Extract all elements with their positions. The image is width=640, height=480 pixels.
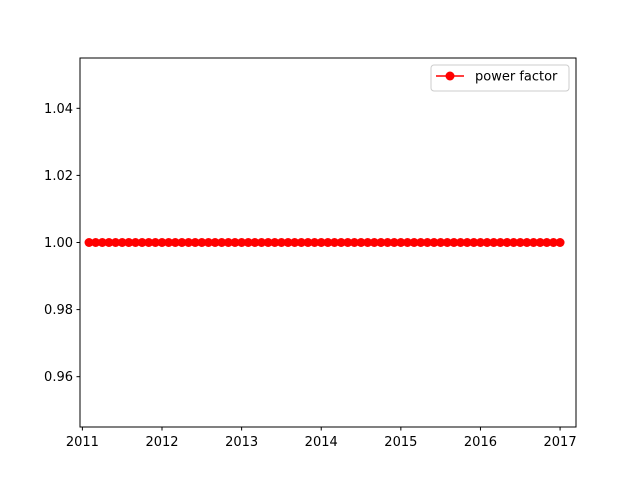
data-point <box>243 238 253 247</box>
data-point <box>223 238 233 247</box>
data-point <box>97 238 107 247</box>
x-tick-label: 2012 <box>145 435 178 450</box>
data-point <box>449 238 459 247</box>
data-point <box>310 238 320 247</box>
legend-marker-swatch <box>445 71 455 81</box>
data-point <box>250 238 260 247</box>
data-point <box>402 238 412 247</box>
data-point <box>230 238 240 247</box>
data-point <box>91 238 101 247</box>
data-point <box>237 238 247 247</box>
data-point <box>436 238 446 247</box>
data-point <box>203 238 213 247</box>
data-point <box>170 238 180 247</box>
x-tick-label: 2017 <box>544 435 577 450</box>
data-point <box>462 238 472 247</box>
data-point <box>270 238 280 247</box>
y-tick-label: 0.96 <box>44 370 73 385</box>
data-point <box>111 238 121 247</box>
data-point <box>323 238 333 247</box>
data-point <box>529 238 539 247</box>
data-point <box>130 238 140 247</box>
data-point <box>356 238 366 247</box>
x-tick-label: 2011 <box>66 435 99 450</box>
data-point <box>542 238 552 247</box>
data-point <box>469 238 479 247</box>
data-point <box>184 238 194 247</box>
data-point <box>144 238 154 247</box>
y-tick-label: 1.04 <box>44 102 73 117</box>
x-tick-label: 2015 <box>384 435 417 450</box>
data-point <box>535 238 545 247</box>
data-point <box>495 238 505 247</box>
data-point <box>276 238 286 247</box>
data-point <box>117 238 127 247</box>
data-point <box>349 238 359 247</box>
y-axis: 0.96 0.98 1.00 1.02 1.04 <box>44 102 80 385</box>
y-tick-label: 1.02 <box>44 169 73 184</box>
data-point <box>124 238 134 247</box>
data-point <box>416 238 426 247</box>
legend-box <box>430 64 570 92</box>
data-point <box>489 238 499 247</box>
x-axis: 2011 2012 2013 2014 2015 2016 2017 <box>66 427 577 450</box>
data-point <box>137 238 147 247</box>
data-point <box>422 238 432 247</box>
data-point <box>84 238 94 247</box>
data-point <box>336 238 346 247</box>
data-point <box>522 238 532 247</box>
data-point <box>150 238 160 247</box>
data-point <box>548 238 558 247</box>
data-point <box>290 238 300 247</box>
y-tick-label: 1.00 <box>44 236 73 251</box>
data-point <box>210 238 220 247</box>
series-layer <box>84 238 565 247</box>
data-point <box>383 238 393 247</box>
data-point <box>555 238 565 247</box>
data-point <box>177 238 187 247</box>
data-point <box>157 238 167 247</box>
data-point <box>164 238 174 247</box>
data-point <box>197 238 207 247</box>
data-point <box>263 238 273 247</box>
data-point <box>429 238 439 247</box>
data-point <box>456 238 466 247</box>
data-point <box>442 238 452 247</box>
data-point <box>409 238 419 247</box>
data-point <box>296 238 306 247</box>
data-point <box>316 238 326 247</box>
data-point <box>190 238 200 247</box>
data-point <box>482 238 492 247</box>
data-point <box>104 238 114 247</box>
legend-label: power factor <box>475 70 558 85</box>
data-point <box>389 238 399 247</box>
x-tick-label: 2016 <box>464 435 497 450</box>
data-point <box>376 238 386 247</box>
data-point <box>369 238 379 247</box>
data-point <box>502 238 512 247</box>
legend: power factor <box>430 64 570 92</box>
data-point <box>303 238 313 247</box>
data-point <box>330 238 340 247</box>
data-point <box>515 238 525 247</box>
y-tick-label: 0.98 <box>44 303 73 318</box>
x-tick-label: 2014 <box>305 435 338 450</box>
data-point <box>363 238 373 247</box>
data-point <box>343 238 353 247</box>
data-point <box>257 238 267 247</box>
data-point <box>283 238 293 247</box>
data-point <box>217 238 227 247</box>
x-tick-label: 2013 <box>225 435 258 450</box>
data-point <box>509 238 519 247</box>
data-point <box>475 238 485 247</box>
data-point <box>396 238 406 247</box>
